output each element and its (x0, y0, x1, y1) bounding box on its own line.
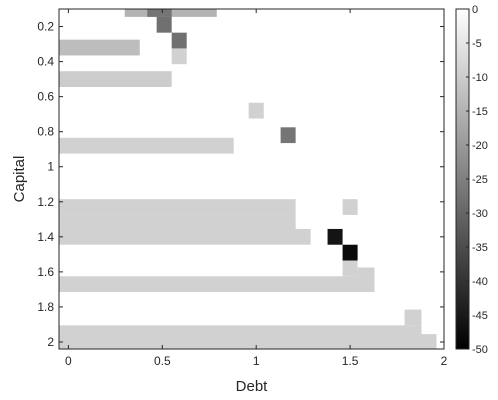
heatmap-cell (171, 32, 187, 49)
colorbar-tick-label: -30 (472, 208, 488, 220)
colorbar-ticks: 0 -5 -10 -15 -20 -25 -30 -35 -40 -45 -50 (466, 4, 488, 356)
colorbar-tick-label: -35 (472, 242, 488, 254)
y-tick-label: 0.4 (37, 55, 54, 69)
heatmap-cell (59, 39, 140, 56)
colorbar-tick-label: -40 (472, 276, 488, 288)
x-axis-ticks: 0 0.5 1 1.5 2 (65, 9, 448, 368)
x-tick-label: 0.5 (154, 354, 171, 368)
x-tick-label: 0 (65, 354, 72, 368)
colorbar-tick-label: -50 (472, 344, 488, 356)
x-tick-label: 2 (441, 354, 448, 368)
heatmap-cell (59, 199, 296, 215)
heatmap-cell (357, 267, 375, 284)
heatmap-cell (59, 334, 437, 349)
y-tick-label: 0.2 (37, 20, 54, 34)
colorbar-tick-label: 0 (472, 4, 478, 16)
y-axis-ticks: 0.2 0.4 0.6 0.8 1 1.2 1.4 1.6 1.8 2 (37, 20, 444, 349)
y-tick-label: 0.8 (37, 125, 54, 139)
colorbar-tick-label: -20 (472, 140, 488, 152)
colorbar-tick-label: -45 (472, 310, 488, 322)
y-tick-label: 0.6 (37, 90, 54, 104)
heatmap-cell (156, 16, 172, 33)
y-tick-label: 1.2 (37, 195, 54, 209)
colorbar-tick-label: -25 (472, 174, 488, 186)
heatmap-cell (327, 228, 343, 245)
heatmap-cell (171, 48, 187, 65)
colorbar-tick-label: -15 (472, 106, 488, 118)
heatmap-cells (59, 9, 437, 349)
heatmap-cell (59, 214, 296, 231)
heatmap-cell (342, 260, 358, 277)
heatmap-cell (342, 244, 358, 261)
y-axis-label: Capital (11, 156, 28, 203)
y-tick-label: 1.4 (37, 230, 54, 244)
colorbar-tick-label: -5 (472, 38, 482, 50)
x-axis-label: Debt (236, 378, 269, 395)
colorbar (456, 9, 469, 349)
heatmap-cell (147, 9, 172, 17)
heatmap-cell (248, 102, 264, 119)
heatmap-cell (342, 199, 358, 215)
heatmap-cell (280, 127, 296, 144)
y-tick-label: 1.6 (37, 265, 54, 279)
y-tick-label: 1.8 (37, 300, 54, 314)
y-tick-label: 1 (47, 160, 54, 174)
heatmap-cell (59, 71, 172, 87)
heatmap-cell (59, 276, 375, 293)
y-tick-label: 2 (47, 335, 54, 349)
heatmap-cell (404, 309, 422, 326)
colorbar-tick-label: -10 (472, 72, 488, 84)
plot-frame (58, 8, 445, 350)
x-tick-label: 1.5 (342, 354, 359, 368)
x-tick-label: 1 (253, 354, 260, 368)
heatmap-cell (59, 228, 311, 245)
heatmap-cell (59, 137, 234, 154)
